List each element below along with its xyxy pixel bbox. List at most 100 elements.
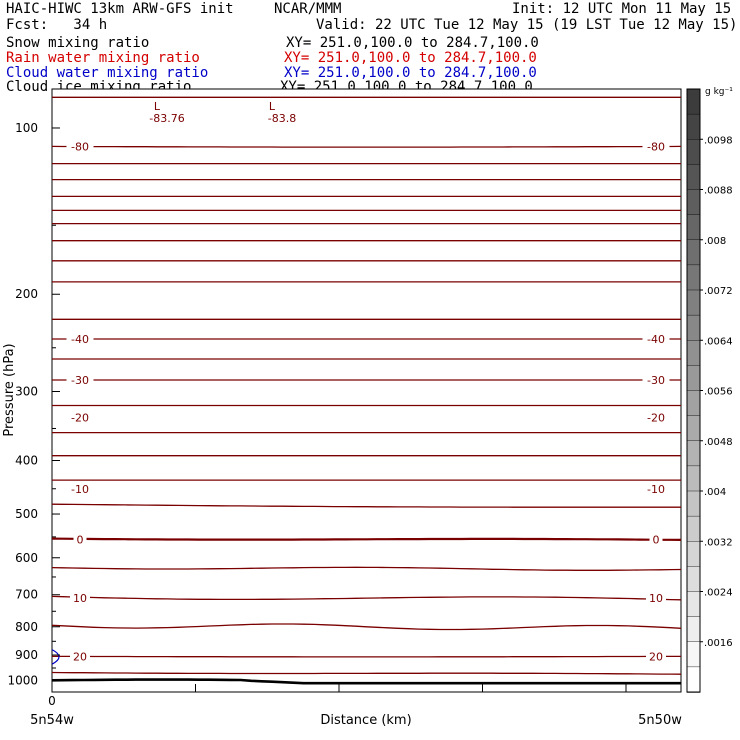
contour-label-bg	[642, 410, 670, 424]
contour-label: -10	[647, 483, 665, 496]
colorbar-swatch	[686, 139, 701, 166]
colorbar-label: .0098	[704, 135, 733, 146]
colorbar-swatch	[686, 239, 701, 266]
colorbar-units: g kg⁻¹	[705, 87, 733, 97]
colorbar-swatch	[686, 566, 701, 593]
colorbar-swatch	[686, 365, 701, 392]
y-tick-label: 300	[15, 385, 38, 399]
contour-labels: -80 -80 -40 -40 -30 -30 -20 -20 -10 -10 0 0 10 10 20 20…	[66, 100, 670, 663]
forecast-hour: Fcst: 34 h	[6, 17, 108, 33]
colorbar-swatch	[686, 390, 701, 417]
y-tick-label: 900	[15, 648, 38, 662]
colorbar-swatch	[686, 440, 701, 467]
plot-frame	[51, 88, 682, 693]
colorbar-label: .0088	[704, 186, 733, 197]
colorbar-swatch	[686, 515, 701, 542]
isotherm-contour	[51, 566, 682, 571]
colorbar-swatch	[686, 189, 701, 216]
colorbar-label: .0024	[704, 588, 733, 599]
contour-label-bg	[66, 373, 94, 387]
isotherm-contour	[51, 537, 682, 541]
contour-label: 0	[653, 533, 660, 546]
contour-label-bg	[646, 591, 666, 605]
model-title: HAIC-HIWC 13km ARW-GFS init	[6, 1, 234, 17]
contour-label: 20	[649, 650, 663, 663]
colorbar-swatch	[686, 214, 701, 241]
field-label-rain: Rain water mixing ratio	[6, 50, 200, 66]
x-end-label: 5n50w	[638, 713, 682, 728]
contour-label-bg	[649, 532, 663, 546]
contour-label: 20	[73, 650, 87, 663]
contour-label: -20	[71, 411, 89, 424]
colorbar-swatch	[686, 88, 701, 115]
y-tick-label: 400	[15, 454, 38, 468]
colorbar-label: .008	[704, 236, 726, 247]
colorbar-swatch	[686, 314, 701, 341]
colorbar-swatch	[686, 666, 701, 693]
y-tick-label: 700	[15, 588, 38, 602]
valid-time: Valid: 22 UTC Tue 12 May 15 (19 LST Tue …	[316, 17, 738, 33]
colorbar-label: .0072	[704, 286, 733, 297]
field-xy-snow: XY= 251.0,100.0 to 284.7,100.0	[286, 35, 539, 51]
contour-label: -20	[647, 411, 665, 424]
contour-label: -40	[647, 333, 665, 346]
isotherm-contour	[51, 503, 681, 508]
contour-label: 10	[73, 592, 87, 605]
contour-label: -80	[71, 140, 89, 153]
contour-lines	[51, 96, 682, 685]
y-tick-label: 800	[15, 620, 38, 634]
colorbar-swatch	[686, 541, 701, 568]
contour-label: -30	[647, 374, 665, 387]
isotherm-contour	[51, 145, 682, 148]
x-tick-label: 0	[48, 694, 56, 708]
isotherm-contour	[51, 595, 682, 601]
field-xy-rain: XY= 251.0,100.0 to 284.7,100.0	[284, 50, 537, 66]
contour-label-bg	[66, 481, 94, 495]
cloud-water-contour	[51, 649, 60, 665]
contour-label-bg	[66, 410, 94, 424]
y-tick-label: 600	[15, 551, 38, 565]
contour-label-bg	[73, 532, 87, 546]
y-axis: 100 200 300 400 500 600 700 800 900 1000	[7, 121, 60, 687]
contour-label: -80	[647, 140, 665, 153]
colorbar-label: .004	[704, 487, 726, 498]
contour-label-bg	[66, 139, 94, 153]
terrain-line	[51, 678, 681, 685]
contour-label: -30	[71, 374, 89, 387]
y-tick-label: 200	[15, 287, 38, 301]
colorbar-label: .0064	[704, 336, 733, 347]
colorbar-swatch	[686, 641, 701, 668]
low-center-symbol: L	[154, 100, 161, 113]
contour-label: -40	[71, 333, 89, 346]
field-xy-cloud-water: XY= 251.0,100.0 to 284.7,100.0	[284, 65, 537, 81]
x-axis-title: Distance (km)	[320, 713, 411, 728]
y-axis-title: Pressure (hPa)	[2, 343, 17, 436]
low-center-value: -83.8	[268, 112, 296, 125]
colorbar-swatch	[686, 465, 701, 492]
y-tick-label: 1000	[7, 673, 38, 687]
colorbar-swatch	[686, 340, 701, 367]
colorbar-swatch	[686, 289, 701, 316]
contour-label: 0	[77, 533, 84, 546]
contour-label-bg	[70, 649, 90, 663]
x-axis	[51, 684, 627, 692]
colorbar-label: .0032	[704, 537, 733, 548]
contour-label-bg	[70, 591, 90, 605]
contour-label: 10	[649, 592, 663, 605]
contour-label-bg	[66, 331, 94, 345]
contour-label-bg	[646, 649, 666, 663]
colorbar-swatch	[686, 591, 701, 618]
isotherm-contour	[51, 671, 682, 675]
field-label-snow: Snow mixing ratio	[6, 35, 150, 51]
isotherm-contour	[52, 655, 681, 658]
org-label: NCAR/MMM	[274, 1, 342, 17]
low-center-symbol: L	[269, 100, 276, 113]
contour-label-bg	[642, 331, 670, 345]
colorbar: .0098 .0088 .008 .0072 .0064 .0056 .0048 .004 .0…	[686, 88, 733, 693]
colorbar-swatch	[686, 490, 701, 517]
colorbar-swatch	[686, 264, 701, 291]
colorbar-swatch	[686, 164, 701, 191]
y-tick-label: 500	[15, 507, 38, 521]
colorbar-swatch	[686, 415, 701, 442]
